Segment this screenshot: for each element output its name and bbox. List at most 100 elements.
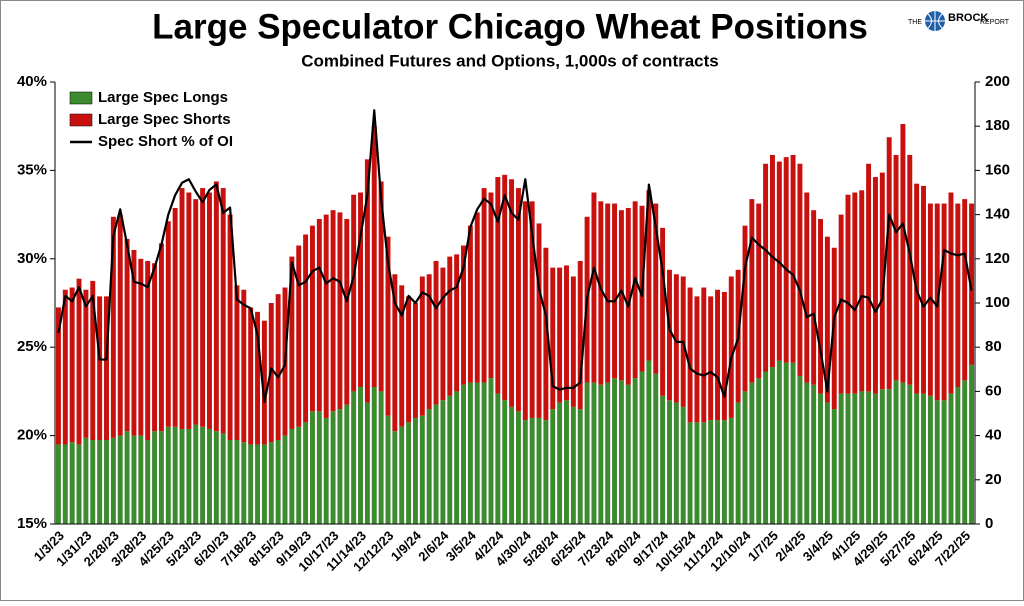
bar — [179, 188, 185, 429]
bar — [158, 243, 164, 432]
bar — [852, 393, 858, 524]
bar — [900, 123, 906, 383]
bar — [303, 234, 309, 423]
bar — [488, 192, 494, 379]
bar — [110, 437, 116, 524]
bar — [667, 400, 672, 524]
bar — [337, 212, 343, 410]
bar — [969, 364, 975, 524]
logo-globe-lines — [925, 11, 945, 31]
bar — [385, 236, 391, 416]
bar — [412, 417, 418, 524]
bar — [660, 395, 666, 524]
bar — [529, 417, 535, 524]
bar — [296, 245, 302, 427]
bar — [200, 188, 206, 427]
bar — [639, 371, 645, 524]
bar — [900, 382, 906, 524]
bar — [927, 395, 933, 524]
bar — [921, 185, 926, 394]
bar — [165, 426, 171, 524]
bar — [145, 440, 151, 524]
bar — [749, 382, 755, 524]
bar — [591, 382, 597, 524]
bar — [255, 444, 261, 524]
bar — [358, 386, 363, 524]
bar — [488, 378, 494, 524]
bar — [866, 163, 872, 392]
bar — [227, 214, 233, 441]
bar — [207, 428, 212, 524]
bar — [879, 172, 885, 390]
bar — [104, 296, 109, 441]
bar — [687, 287, 693, 423]
bar — [330, 210, 336, 412]
bar — [632, 201, 638, 379]
bar — [502, 400, 508, 524]
bar — [351, 194, 357, 392]
bar — [385, 415, 391, 524]
bar — [234, 440, 240, 524]
y-tick-label: 25% — [17, 338, 47, 355]
bar — [701, 422, 707, 524]
logo: THE BROCK REPORT — [908, 11, 1010, 31]
bar — [234, 285, 240, 441]
bar — [241, 442, 247, 524]
bar — [76, 444, 82, 524]
bar — [131, 249, 137, 436]
bar — [351, 391, 357, 524]
bar — [955, 203, 961, 387]
bar — [673, 274, 679, 403]
logo-pre: THE — [908, 19, 922, 26]
bar — [261, 320, 267, 445]
bar — [172, 207, 178, 427]
bar — [433, 261, 439, 405]
bar — [371, 126, 377, 387]
y-tick-label: 15% — [17, 515, 47, 532]
bar — [399, 426, 405, 524]
bar — [289, 428, 295, 524]
y-tick-label: 30% — [17, 250, 47, 267]
bar — [756, 203, 762, 379]
legend-swatch — [69, 91, 93, 105]
bar — [735, 402, 741, 524]
y-tick-label: 40% — [17, 73, 47, 90]
bar — [515, 188, 521, 412]
bar — [406, 296, 412, 423]
bar — [838, 214, 844, 394]
bar — [316, 219, 322, 412]
bar — [426, 274, 432, 410]
bar — [612, 203, 618, 379]
bar — [371, 386, 377, 524]
bar — [193, 424, 199, 524]
bar — [756, 378, 762, 524]
bar — [124, 238, 130, 432]
bar — [200, 426, 206, 524]
bar — [653, 373, 659, 524]
bar — [309, 225, 315, 412]
bar — [598, 201, 604, 385]
bar — [62, 289, 68, 445]
line — [57, 109, 973, 404]
bar — [742, 391, 748, 524]
bar — [811, 210, 817, 385]
y2-tick-label: 20 — [985, 471, 1002, 488]
bar — [268, 442, 274, 524]
y2-tick-label: 40 — [985, 427, 1002, 444]
bar — [364, 159, 370, 403]
bar — [618, 380, 624, 524]
bar — [392, 431, 398, 524]
bar — [399, 285, 405, 427]
bar — [667, 269, 672, 401]
bar — [584, 382, 590, 524]
bar — [481, 188, 487, 383]
bar — [467, 225, 473, 383]
bar — [186, 428, 192, 524]
bar — [763, 371, 769, 524]
bar — [927, 203, 933, 396]
bar — [323, 417, 329, 524]
bar — [818, 219, 823, 394]
bar — [117, 435, 123, 524]
bar — [577, 261, 583, 410]
bar — [344, 404, 350, 524]
